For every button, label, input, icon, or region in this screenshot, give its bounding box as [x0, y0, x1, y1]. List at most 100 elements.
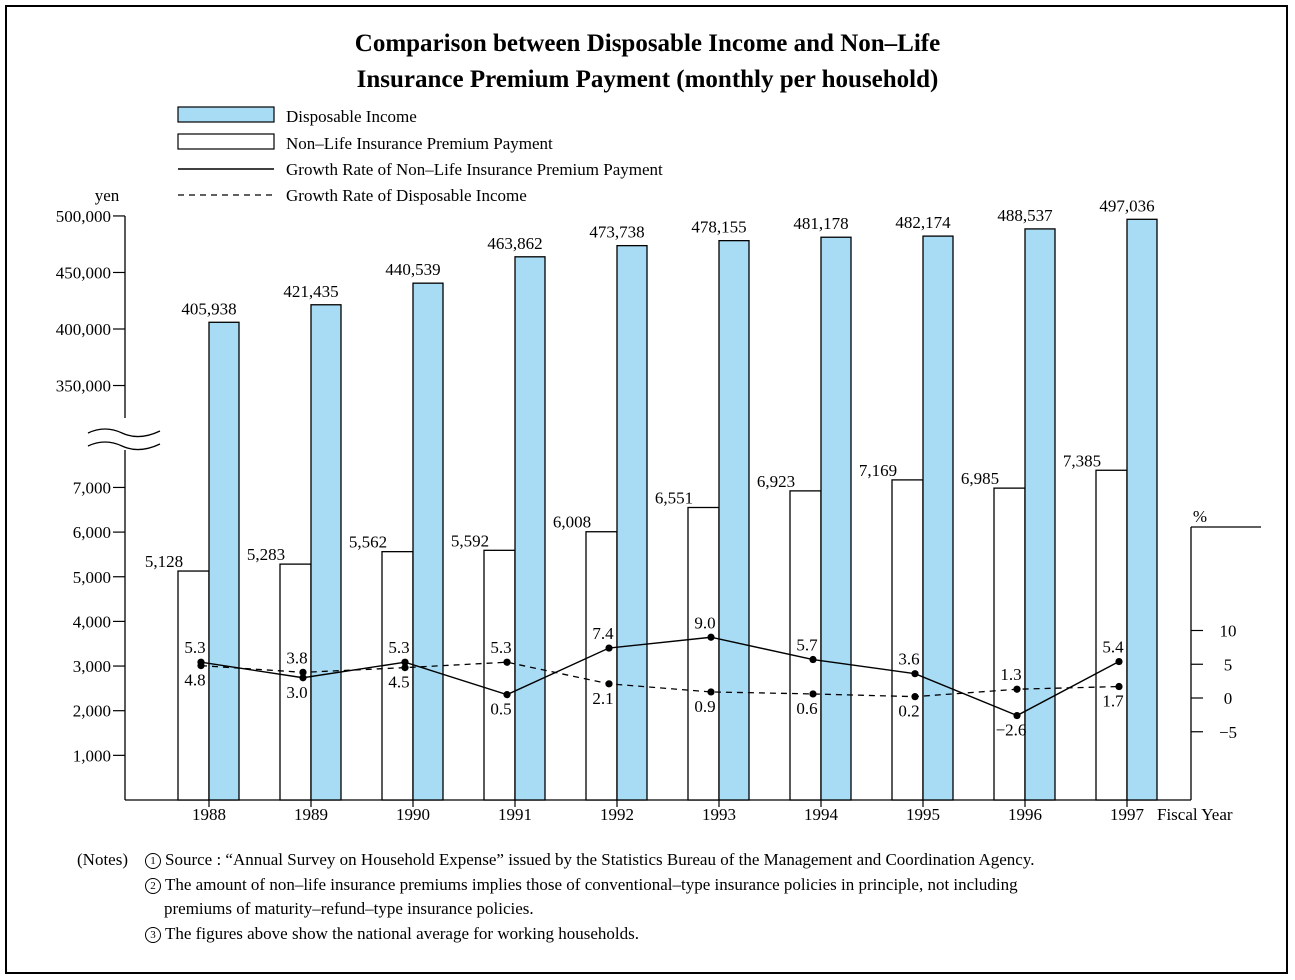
income-growth-label: 5.3: [490, 638, 511, 657]
premium-growth-point: [911, 670, 919, 678]
note-number-3: 3: [145, 927, 161, 943]
x-tick-label: 1996: [1008, 805, 1042, 824]
premium-growth-line: [200, 636, 1120, 717]
premium-growth-label: 7.4: [592, 624, 614, 643]
x-tick-label: 1995: [906, 805, 940, 824]
income-growth-label: 0.9: [694, 697, 715, 716]
income-bar: [820, 236, 852, 801]
legend-swatch-premium: [177, 133, 275, 150]
premium-bar-label: 5,128: [145, 552, 183, 571]
premium-bar: [177, 570, 210, 801]
y-tick-label-right: −5: [1219, 723, 1237, 742]
income-growth-point: [503, 658, 511, 666]
income-growth-label: 0.2: [898, 702, 919, 721]
premium-growth-point: [299, 674, 307, 682]
premium-bar: [891, 479, 924, 801]
income-bar-label: 497,036: [1099, 196, 1154, 215]
premium-growth-label: 5.4: [1102, 638, 1124, 657]
chart-frame: [5, 5, 1288, 974]
premium-growth-point: [605, 644, 613, 652]
income-growth-point: [605, 680, 613, 688]
income-bar-label: 463,862: [487, 234, 542, 253]
y-tick-label-upper: 400,000: [56, 320, 111, 339]
premium-bar: [483, 549, 516, 801]
income-bar: [208, 321, 240, 801]
y-tick-label-right: 10: [1220, 622, 1237, 641]
legend-label: Growth Rate of Disposable Income: [286, 186, 527, 205]
x-tick-label: 1990: [396, 805, 430, 824]
note-2: 2 The amount of non–life insurance premiu…: [145, 875, 1018, 895]
premium-bar-label: 6,008: [553, 513, 591, 532]
legend-label: Growth Rate of Non–Life Insurance Premiu…: [286, 160, 663, 179]
premium-growth-label: 5.3: [184, 638, 205, 657]
income-bar: [1024, 228, 1056, 801]
premium-growth-label: 3.0: [286, 683, 307, 702]
y-tick-label-lower: 2,000: [73, 702, 111, 721]
x-tick-label: 1997: [1110, 805, 1145, 824]
legend-label: Non–Life Insurance Premium Payment: [286, 134, 553, 153]
y-tick-label-lower: 5,000: [73, 568, 111, 587]
income-bar: [616, 244, 648, 801]
note-number-1: 1: [145, 853, 161, 869]
income-growth-label: 4.8: [184, 671, 205, 690]
premium-bar: [585, 531, 618, 801]
legend-swatch-income: [177, 106, 275, 123]
premium-growth-label: 5.3: [388, 638, 409, 657]
premium-bar-label: 7,385: [1063, 451, 1101, 470]
y-axis-unit-left: yen: [95, 186, 120, 205]
income-growth-point: [299, 668, 307, 676]
note-number-2: 2: [145, 878, 161, 894]
premium-growth-point: [1115, 657, 1123, 666]
y-tick-label-lower: 7,000: [73, 478, 111, 497]
note-3: 3 The figures above show the national ave…: [145, 924, 639, 944]
legend-label: Disposable Income: [286, 107, 417, 126]
premium-growth-label: 3.6: [898, 650, 919, 669]
income-growth-label: 0.6: [796, 699, 817, 718]
y-tick-label-upper: 450,000: [56, 263, 111, 282]
income-growth-point: [401, 664, 409, 672]
income-bar: [514, 256, 546, 801]
income-bar-label: 478,155: [691, 218, 746, 237]
income-growth-point: [809, 690, 817, 698]
premium-bar-label: 7,169: [859, 461, 897, 480]
x-tick-label: 1993: [702, 805, 736, 824]
income-growth-label: 1.3: [1000, 665, 1021, 684]
premium-bar-label: 5,562: [349, 533, 387, 552]
y-tick-label-upper: 350,000: [56, 377, 111, 396]
premium-bar-label: 5,592: [451, 531, 489, 550]
income-bar-label: 482,174: [895, 213, 951, 232]
income-bar-label: 440,539: [385, 260, 440, 279]
income-bar-label: 405,938: [181, 299, 236, 318]
income-growth-label: 2.1: [592, 689, 613, 708]
y-tick-label-right: 5: [1224, 655, 1233, 674]
note-1: 1 Source : “Annual Survey on Household Ex…: [145, 850, 1035, 870]
y-tick-label-lower: 1,000: [73, 746, 111, 765]
axis-break-mark: [87, 428, 161, 438]
premium-growth-label: 0.5: [490, 700, 511, 719]
premium-bar: [381, 551, 414, 801]
x-tick-label: 1991: [498, 805, 532, 824]
premium-bar: [993, 487, 1026, 801]
premium-growth-label: −2.6: [996, 721, 1027, 740]
premium-growth-point: [401, 658, 409, 666]
y-tick-label-lower: 3,000: [73, 657, 111, 676]
income-bar-label: 488,537: [997, 206, 1053, 225]
y-tick-label-lower: 4,000: [73, 612, 111, 631]
premium-bar: [1095, 469, 1128, 801]
y-tick-label-right: 0: [1224, 689, 1233, 708]
income-bar: [922, 235, 954, 801]
income-growth-point: [197, 662, 205, 670]
premium-bar: [789, 490, 822, 801]
note-2-continued: premiums of maturity–refund–type insuran…: [164, 899, 534, 918]
income-growth-label: 1.7: [1102, 692, 1124, 711]
note-2-text-line-1: The amount of non–life insurance premium…: [165, 875, 1018, 894]
premium-growth-label: 9.0: [694, 613, 715, 632]
premium-growth-label: 5.7: [796, 636, 818, 655]
y-axis-unit-right: %: [1193, 507, 1207, 526]
y-tick-label-upper: 500,000: [56, 207, 111, 226]
income-growth-label: 4.5: [388, 673, 409, 692]
premium-bar-label: 6,985: [961, 469, 999, 488]
premium-growth-point: [503, 691, 511, 699]
income-growth-label: 3.8: [286, 648, 307, 667]
